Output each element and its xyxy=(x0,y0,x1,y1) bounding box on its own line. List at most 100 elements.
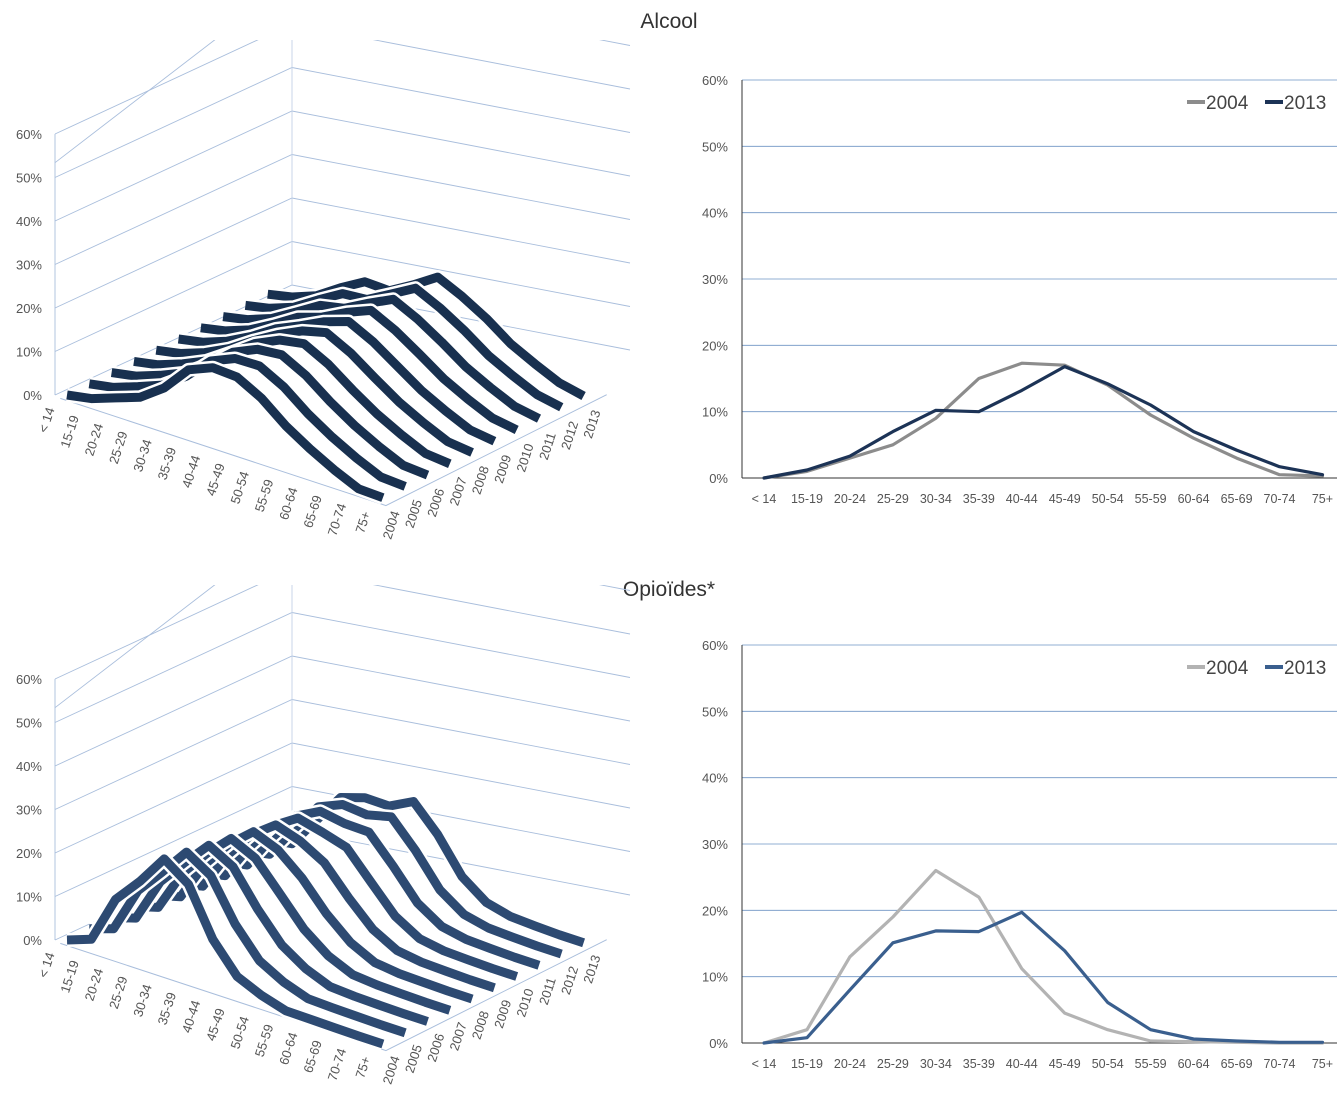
x-tick-label: 45-49 xyxy=(1049,492,1081,506)
y-tick-label: 50% xyxy=(16,716,42,731)
legend-label: 2013 xyxy=(1284,93,1326,114)
category-tick-label: 70-74 xyxy=(325,501,350,537)
category-tick-label: 50-54 xyxy=(227,1014,252,1050)
year-tick-label: 2012 xyxy=(558,964,581,996)
x-tick-label: 55-59 xyxy=(1135,1057,1167,1071)
year-tick-label: 2009 xyxy=(491,998,514,1030)
y-tick-label: 30% xyxy=(702,837,728,852)
ribbon-2008 xyxy=(155,326,474,457)
legend-item-2013: 2013 xyxy=(1265,93,1326,114)
year-tick-label: 2011 xyxy=(536,430,559,461)
legend-item-2004: 2004 xyxy=(1187,93,1249,114)
y-tick-label: 60% xyxy=(16,127,42,142)
wall-gridline xyxy=(54,612,631,723)
year-tick-label: 2006 xyxy=(424,1031,447,1063)
series-line-2013 xyxy=(762,365,1325,480)
x-tick-label: 60-64 xyxy=(1178,492,1210,506)
y-tick-label: 40% xyxy=(16,759,42,774)
category-tick-label: 25-29 xyxy=(106,429,131,465)
legend-item-2004: 2004 xyxy=(1187,658,1249,679)
ribbon-2009 xyxy=(177,317,497,446)
x-tick-label: 20-24 xyxy=(834,1057,866,1071)
wall-gridline xyxy=(54,154,631,265)
category-tick-label: 30-34 xyxy=(130,437,155,473)
x-tick-label: 50-54 xyxy=(1092,1057,1124,1071)
category-tick-label: 40-44 xyxy=(179,998,204,1034)
x-tick-label: 75+ xyxy=(1312,492,1333,506)
category-tick-label: 30-34 xyxy=(130,982,155,1018)
y-tick-label: 0% xyxy=(23,933,42,948)
category-tick-label: 35-39 xyxy=(155,445,180,481)
category-tick-label: 45-49 xyxy=(203,461,228,497)
category-tick-label: 60-64 xyxy=(276,485,301,521)
y-tick-label: 40% xyxy=(16,214,42,229)
legend-label: 2004 xyxy=(1206,93,1249,114)
wall-gridline xyxy=(54,585,631,709)
category-tick-label: 20-24 xyxy=(82,966,107,1002)
category-tick-label: 45-49 xyxy=(203,1006,228,1042)
category-tick-label: 15-19 xyxy=(57,413,82,449)
ribbon-2004 xyxy=(66,854,385,1049)
year-tick-label: 2009 xyxy=(491,453,514,485)
category-tick-label: 50-54 xyxy=(227,469,252,505)
category-tick-label: 35-39 xyxy=(155,990,180,1026)
y-tick-label: 60% xyxy=(16,672,42,687)
x-tick-label: 70-74 xyxy=(1264,492,1296,506)
year-tick-label: 2004 xyxy=(380,509,403,541)
year-tick-label: 2007 xyxy=(446,475,469,507)
x-tick-label: 55-59 xyxy=(1135,492,1167,506)
wall-gridline xyxy=(54,655,631,767)
y-tick-label: 60% xyxy=(702,638,728,653)
ribbon-2010 xyxy=(200,813,519,981)
line-chart-alcool: 0% 10% 20% 30% 40% 50% 60% < 14 15-19 20-24 25-29 3… xyxy=(702,73,1337,506)
wall-gridline xyxy=(54,40,631,164)
wall-gridline xyxy=(54,110,631,222)
y-tick-label: 10% xyxy=(16,890,42,905)
x-tick-label: 35-39 xyxy=(963,1057,995,1071)
year-tick-label: 2010 xyxy=(513,442,536,474)
x-tick-label: 65-69 xyxy=(1221,1057,1253,1071)
x-tick-label: 15-19 xyxy=(791,1057,823,1071)
x-tick-label: 30-34 xyxy=(920,492,952,506)
ribbon-2005 xyxy=(88,354,407,491)
x-tick-label: 35-39 xyxy=(963,492,995,506)
x-tick-label: < 14 xyxy=(752,1057,777,1071)
y-tick-label: 0% xyxy=(709,1036,728,1051)
year-tick-label: 2008 xyxy=(469,464,492,496)
category-tick-label: 65-69 xyxy=(300,493,325,529)
x-tick-label: 25-29 xyxy=(877,1057,909,1071)
category-tick-label: 20-24 xyxy=(82,421,107,457)
legend-label: 2004 xyxy=(1206,658,1249,679)
y-tick-label: 50% xyxy=(702,704,728,719)
year-tick-label: 2010 xyxy=(513,987,536,1019)
category-tick-label: 55-59 xyxy=(252,477,277,513)
year-tick-label: 2005 xyxy=(402,498,425,530)
y-tick-label: 10% xyxy=(702,970,728,985)
year-tick-label: 2005 xyxy=(402,1043,425,1075)
ribbon-2006 xyxy=(110,344,430,480)
year-tick-label: 2006 xyxy=(424,486,447,518)
y-tick-label: 30% xyxy=(16,803,42,818)
category-tick-label: 70-74 xyxy=(325,1046,350,1082)
x-tick-label: 75+ xyxy=(1312,1057,1333,1071)
legend-label: 2013 xyxy=(1284,658,1326,679)
series-line-2004 xyxy=(762,868,1325,1045)
y-tick-label: 50% xyxy=(16,171,42,186)
y-tick-label: 20% xyxy=(702,338,728,353)
category-tick-label: 75+ xyxy=(352,1054,373,1080)
category-tick-label: 65-69 xyxy=(300,1038,325,1074)
ribbon-2011 xyxy=(222,806,541,970)
section-title-opioides: Opioïdes* xyxy=(622,578,716,601)
y-tick-label: 10% xyxy=(16,345,42,360)
y-tick-label: 40% xyxy=(702,206,728,221)
y-tick-label: 0% xyxy=(23,388,42,403)
category-tick-label: 75+ xyxy=(352,509,373,535)
y-tick-label: 30% xyxy=(702,272,728,287)
x-tick-label: 20-24 xyxy=(834,492,866,506)
x-tick-label: < 14 xyxy=(752,492,777,506)
x-tick-label: 15-19 xyxy=(791,492,823,506)
y-tick-label: 10% xyxy=(702,405,728,420)
wall-gridline xyxy=(54,40,631,135)
ribbon-2009 xyxy=(178,820,496,993)
y-tick-label: 20% xyxy=(16,301,42,316)
